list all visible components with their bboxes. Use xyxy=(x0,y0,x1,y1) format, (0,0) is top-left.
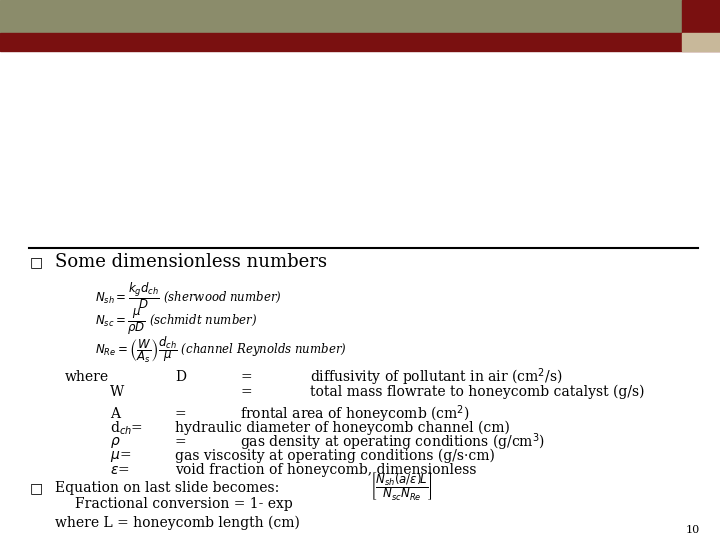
Bar xyxy=(682,33,720,51)
Text: Fractional conversion = 1- exp: Fractional conversion = 1- exp xyxy=(75,497,293,511)
Text: $\left[\dfrac{N_{sh}(a/\varepsilon)L}{N_{sc}N_{Re}}\right]$: $\left[\dfrac{N_{sh}(a/\varepsilon)L}{N_… xyxy=(370,470,433,502)
Text: =: = xyxy=(175,407,186,421)
Text: $\varepsilon$=: $\varepsilon$= xyxy=(110,463,130,477)
Text: D: D xyxy=(175,370,186,384)
Text: total mass flowrate to honeycomb catalyst (g/s): total mass flowrate to honeycomb catalys… xyxy=(310,385,644,399)
Text: □: □ xyxy=(30,481,43,495)
Text: void fraction of honeycomb, dimensionless: void fraction of honeycomb, dimensionles… xyxy=(175,463,477,477)
Text: where: where xyxy=(65,370,109,384)
Text: frontal area of honeycomb (cm$^2$): frontal area of honeycomb (cm$^2$) xyxy=(240,403,469,425)
Text: W: W xyxy=(110,385,125,399)
Text: gas viscosity at operating conditions (g/s·cm): gas viscosity at operating conditions (g… xyxy=(175,449,495,463)
Text: A: A xyxy=(110,407,120,421)
Text: gas density at operating conditions (g/cm$^3$): gas density at operating conditions (g/c… xyxy=(240,431,545,453)
Text: hydraulic diameter of honeycomb channel (cm): hydraulic diameter of honeycomb channel … xyxy=(175,421,510,435)
Text: =: = xyxy=(175,435,186,449)
Text: $N_{sc} = \dfrac{\mu}{\rho D}$ (schmidt number): $N_{sc} = \dfrac{\mu}{\rho D}$ (schmidt … xyxy=(95,307,257,337)
Text: Equation on last slide becomes:: Equation on last slide becomes: xyxy=(55,481,279,495)
Text: diffusivity of pollutant in air (cm$^2$/s): diffusivity of pollutant in air (cm$^2$/… xyxy=(310,366,562,388)
Text: where L = honeycomb length (cm): where L = honeycomb length (cm) xyxy=(55,516,300,530)
Text: 10: 10 xyxy=(685,525,700,535)
Bar xyxy=(0,0,682,33)
Bar xyxy=(0,33,720,51)
Text: $N_{Re} = \left(\dfrac{W}{A_s}\right)\dfrac{d_{ch}}{\mu}$ (channel Reynolds numb: $N_{Re} = \left(\dfrac{W}{A_s}\right)\df… xyxy=(95,335,347,366)
Bar xyxy=(682,0,720,33)
Text: Some dimensionless numbers: Some dimensionless numbers xyxy=(55,253,327,271)
Text: $\rho$: $\rho$ xyxy=(110,435,121,449)
Text: $N_{sh} = \dfrac{k_g d_{ch}}{D}$ (sherwood number): $N_{sh} = \dfrac{k_g d_{ch}}{D}$ (sherwo… xyxy=(95,281,282,312)
Text: □: □ xyxy=(30,255,43,269)
Text: d$_{ch}$=: d$_{ch}$= xyxy=(110,419,143,437)
Text: $\mu$=: $\mu$= xyxy=(110,449,131,463)
Text: =: = xyxy=(240,385,251,399)
Text: =: = xyxy=(240,370,251,384)
